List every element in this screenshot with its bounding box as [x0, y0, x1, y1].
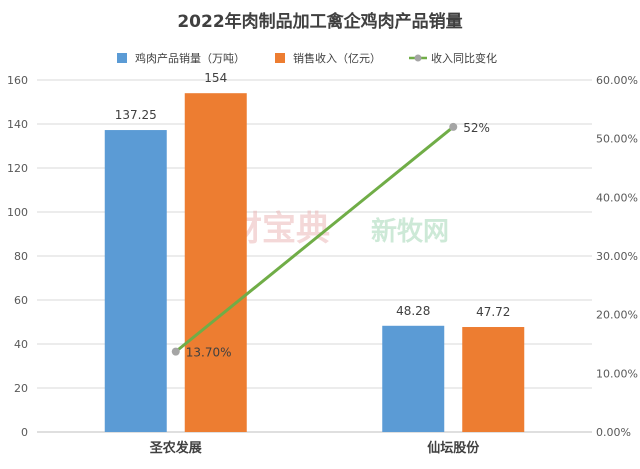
x-axis: 圣农发展 仙坛股份: [150, 440, 481, 456]
left-tick-label: 40: [14, 338, 28, 351]
right-tick-label: 10.00%: [596, 367, 638, 380]
bar: [184, 93, 247, 432]
line-path: [174, 125, 455, 353]
legend-marker: [414, 54, 422, 62]
legend-label: 销售收入（亿元）: [293, 51, 381, 65]
line-data-label: 13.70%: [186, 346, 232, 360]
bar-data-label: 47.72: [476, 305, 510, 319]
line-point: [171, 347, 180, 356]
bar-data-label: 137.25: [115, 108, 157, 122]
legend-label: 收入同比变化: [431, 51, 497, 65]
watermark-xinmu: 新牧网: [371, 216, 449, 247]
legend-swatch: [117, 53, 127, 63]
bar-data-label: 48.28: [396, 304, 430, 318]
right-tick-label: 60.00%: [596, 74, 638, 87]
left-tick-label: 160: [7, 74, 28, 87]
legend-swatch: [275, 53, 285, 63]
left-tick-label: 20: [14, 382, 28, 395]
bar-data-label: 154: [204, 71, 227, 85]
right-tick-label: 20.00%: [596, 309, 638, 322]
left-tick-label: 80: [14, 250, 28, 263]
legend-label: 鸡肉产品销量（万吨）: [135, 51, 245, 65]
left-tick-label: 120: [7, 162, 28, 175]
legend: 鸡肉产品销量（万吨） 销售收入（亿元） 收入同比变化: [117, 51, 497, 65]
bar: [104, 130, 167, 433]
left-tick-label: 140: [7, 118, 28, 131]
right-tick-label: 30.00%: [596, 250, 638, 263]
right-tick-label: 50.00%: [596, 133, 638, 146]
line-data-label: 52%: [463, 121, 490, 135]
left-tick-label: 60: [14, 294, 28, 307]
line-point: [449, 122, 458, 131]
line-series: 13.70% 52%: [171, 121, 490, 360]
bars: 137.25 48.28 154 47.72: [104, 71, 525, 433]
category-label: 仙坛股份: [427, 440, 480, 456]
bar: [382, 325, 445, 432]
left-axis: 0 20 40 60 80 100 120 140 160: [7, 74, 28, 439]
right-tick-label: 40.00%: [596, 191, 638, 204]
left-tick-label: 0: [21, 426, 28, 439]
chart-title: 2022年肉制品加工禽企鸡肉产品销量: [177, 11, 462, 32]
category-label: 圣农发展: [150, 440, 203, 456]
right-tick-label: 0.00%: [596, 426, 631, 439]
bar: [462, 327, 525, 432]
left-tick-label: 100: [7, 206, 28, 219]
right-axis: 0.00% 10.00% 20.00% 30.00% 40.00% 50.00% 60.00…: [596, 74, 638, 439]
